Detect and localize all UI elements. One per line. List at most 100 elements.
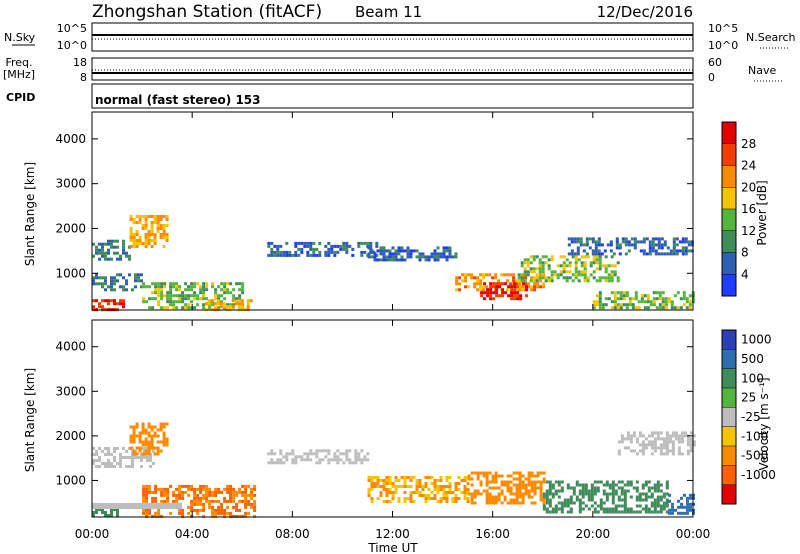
power-cell xyxy=(613,294,617,298)
velocity-cell xyxy=(584,483,588,487)
velocity-cell xyxy=(244,496,248,500)
power-cell xyxy=(592,276,596,280)
velocity-cell xyxy=(187,493,191,497)
velocity-cell xyxy=(515,486,519,490)
velocity-cell xyxy=(668,440,672,444)
velocity-cell xyxy=(147,449,151,453)
power-cell xyxy=(595,303,599,307)
velocity-cell xyxy=(157,487,161,491)
freq-label-2: [MHz] xyxy=(3,68,35,81)
velocity-cell xyxy=(357,458,361,462)
velocity-cell xyxy=(542,480,546,484)
power-cell xyxy=(667,297,671,301)
power-cell xyxy=(157,285,161,289)
power-cell xyxy=(159,236,163,239)
power-cell xyxy=(436,252,440,256)
velocity-cell xyxy=(190,514,194,518)
velocity-cell xyxy=(530,480,534,484)
power-cell xyxy=(159,227,163,230)
velocity-cell xyxy=(677,499,680,503)
velocity-cell xyxy=(557,483,561,487)
velocity-cell xyxy=(491,501,495,505)
power-cell xyxy=(315,247,319,251)
velocity-cell xyxy=(178,511,182,515)
power-cell xyxy=(147,215,151,218)
power-cell xyxy=(670,306,674,310)
velocity-cell xyxy=(336,449,340,453)
power-cell xyxy=(184,288,188,292)
power-cell xyxy=(119,302,122,306)
power-cell xyxy=(613,264,617,268)
velocity-cell xyxy=(554,504,558,508)
power-cell xyxy=(129,233,133,236)
power-cell xyxy=(613,300,617,304)
power-cell xyxy=(202,291,206,295)
velocity-cell xyxy=(548,492,552,496)
velocity-cell xyxy=(494,480,498,484)
velocity-cell xyxy=(175,496,179,500)
velocity-cell xyxy=(623,489,627,493)
power-cell xyxy=(675,252,679,256)
power-cell xyxy=(567,237,571,241)
power-cell xyxy=(622,303,626,307)
velocity-cell xyxy=(144,443,148,447)
velocity-cell xyxy=(448,485,452,488)
power-cell xyxy=(565,279,569,283)
power-cell xyxy=(568,270,572,274)
velocity-cell xyxy=(436,500,440,503)
velocity-cell xyxy=(644,498,648,502)
power-cell xyxy=(624,240,628,244)
power-ylabel: Slant Range [km] xyxy=(23,162,37,266)
power-cell xyxy=(433,258,437,262)
power-cell xyxy=(621,237,625,241)
power-cell xyxy=(676,306,680,310)
power-cell xyxy=(379,249,383,253)
velocity-cell xyxy=(101,450,104,453)
power-cell xyxy=(544,261,548,265)
power-cell xyxy=(154,288,158,292)
power-cell xyxy=(156,218,160,221)
velocity-cell xyxy=(442,491,446,494)
power-cell xyxy=(424,258,428,262)
velocity-cell xyxy=(656,446,660,450)
power-cell xyxy=(190,288,194,292)
velocity-cell xyxy=(291,449,295,453)
power-cell xyxy=(627,240,631,244)
velocity-cell xyxy=(626,446,630,450)
power-cell xyxy=(273,253,277,257)
velocity-cell xyxy=(460,491,464,494)
power-cell xyxy=(95,282,98,286)
velocity-cell xyxy=(327,461,331,465)
power-cell xyxy=(110,279,113,283)
power-cell xyxy=(597,252,601,256)
velocity-cell xyxy=(418,482,422,485)
power-cell xyxy=(687,243,691,247)
power-cell xyxy=(181,297,185,301)
power-cell xyxy=(138,215,142,218)
velocity-cell xyxy=(142,511,146,515)
velocity-cell xyxy=(689,502,692,506)
velocity-cell xyxy=(596,486,600,490)
velocity-colorbar-tick-label: -500 xyxy=(741,449,768,463)
velocity-cell xyxy=(596,504,600,508)
power-cell xyxy=(181,291,185,295)
power-cell xyxy=(151,306,155,310)
power-cell xyxy=(122,302,125,306)
velocity-cell xyxy=(160,493,164,497)
velocity-cell xyxy=(370,482,374,485)
velocity-cell xyxy=(98,456,101,459)
power-cell xyxy=(500,273,504,277)
power-cell xyxy=(595,267,599,271)
power-cell xyxy=(586,255,590,259)
power-cell xyxy=(618,246,622,250)
velocity-cell xyxy=(617,504,621,508)
velocity-cell xyxy=(318,449,322,453)
velocity-cell xyxy=(253,484,257,488)
power-cell xyxy=(138,239,142,242)
velocity-cell xyxy=(626,434,630,438)
power-cell xyxy=(538,264,542,268)
velocity-cell xyxy=(635,452,639,456)
cpid-text: normal (fast stereo) 153 xyxy=(95,93,261,107)
power-cell xyxy=(604,264,608,268)
velocity-cell xyxy=(145,490,149,494)
